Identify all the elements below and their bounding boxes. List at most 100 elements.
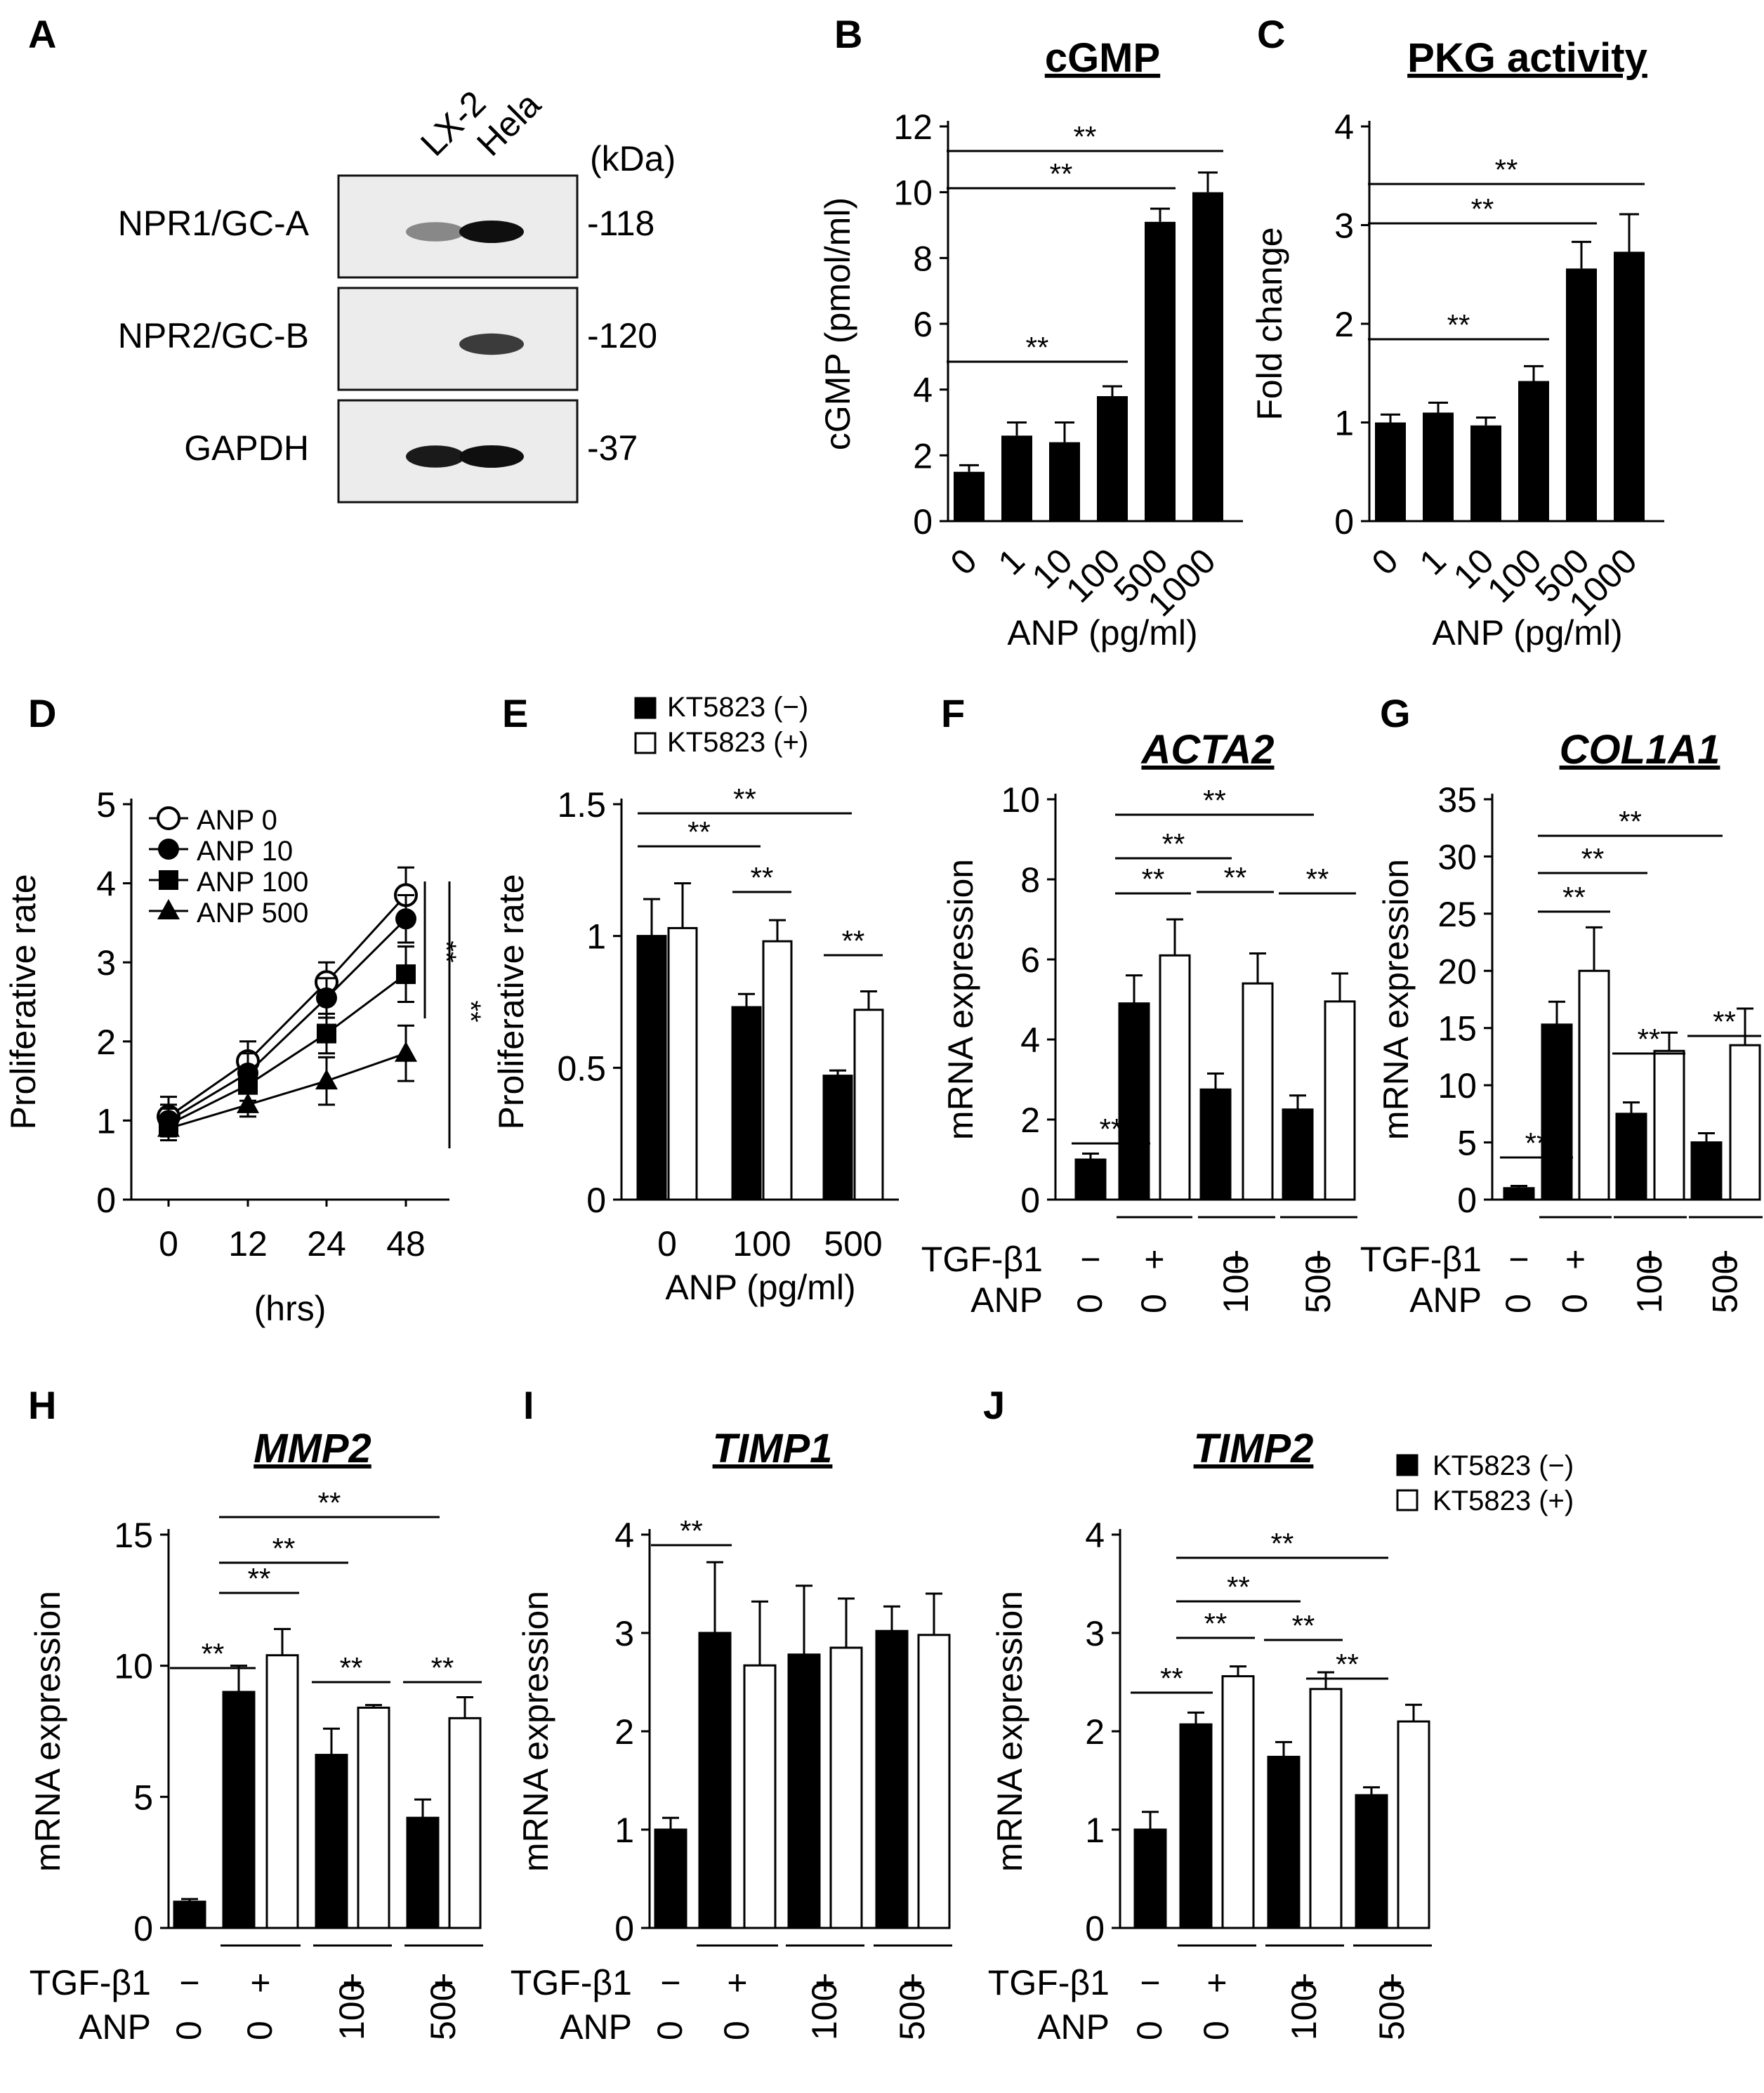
blot-row-label: NPR1/GC-A <box>118 204 310 243</box>
panel-b-y-tick-label: 10 <box>893 173 933 213</box>
panel-b-sig-label: ** <box>1026 331 1049 364</box>
panel-f-anp-value: 0 <box>1070 1294 1110 1313</box>
panel-g-anp-value: 0 <box>1555 1294 1595 1313</box>
panel-e-legend-label: KT5823 (−) <box>667 692 808 723</box>
panel-g-tgf-sign: + <box>1565 1240 1586 1279</box>
panel-e-y-tick-label: 0 <box>586 1181 606 1220</box>
panel-e-y-label: Proliferative rate <box>492 874 531 1129</box>
panel-d-x-tick-label: 0 <box>159 1224 178 1264</box>
panel-b-bar <box>1192 192 1223 521</box>
lane-label: Hela <box>469 84 548 163</box>
panel-f-row-label-tgf: TGF-β1 <box>921 1240 1043 1279</box>
panel-g-y-tick-label: 10 <box>1437 1066 1477 1105</box>
panel-h-y-label: mRNA expression <box>28 1591 67 1872</box>
panel-e-x-tick-label: 500 <box>824 1224 882 1264</box>
panel-e-bar <box>853 1009 884 1201</box>
panel-e-bar <box>762 940 793 1201</box>
panel-h-sig-label: ** <box>248 1562 271 1595</box>
panel-g-bar <box>1729 1044 1761 1201</box>
panel-g-tgf-sign: + <box>1640 1240 1660 1279</box>
panel-h-bar <box>406 1816 440 1929</box>
panel-f-tgf-sign: + <box>1308 1240 1329 1279</box>
panel-d-series-line <box>168 894 407 1118</box>
panel-c-y-tick-label: 2 <box>1334 305 1354 344</box>
blot-marker: -37 <box>587 428 638 468</box>
panel-j-bar <box>1133 1828 1167 1929</box>
panel-f-tgf-sign: + <box>1226 1240 1246 1279</box>
panel-j-bar <box>1179 1723 1213 1929</box>
panel-c-bar <box>1614 251 1645 521</box>
panel-g-row-label-anp: ANP <box>1409 1280 1482 1320</box>
panel-b-x-tick-label: 1 <box>991 541 1032 582</box>
panel-f-y-label: mRNA expression <box>941 859 980 1140</box>
panel-d-legend-marker <box>158 839 179 860</box>
panel-h-y-tick-label: 15 <box>114 1516 153 1555</box>
panel-g-y-label: mRNA expression <box>1376 859 1416 1140</box>
panel-f-tgf-sign: + <box>1144 1240 1164 1279</box>
panel-c-x-tick-label: 1 <box>1412 541 1454 582</box>
panel-e-y-tick-label: 1 <box>586 917 606 957</box>
panel-j-title: TIMP2 <box>1194 1426 1314 1471</box>
panel-d-point <box>316 987 337 1009</box>
panel-i-tgf-sign: + <box>815 1963 835 2002</box>
panel-b-y-tick-label: 0 <box>913 502 933 542</box>
panel-d-point <box>238 1075 258 1095</box>
panel-e-legend-swatch <box>634 697 657 719</box>
panel-f-bar <box>1199 1088 1232 1201</box>
panel-d-sig-label: ** <box>430 940 461 962</box>
panel-h-sig-label: ** <box>272 1532 296 1565</box>
panel-g-y-tick-label: 20 <box>1437 952 1477 991</box>
panel-label-a: A <box>28 12 56 56</box>
panel-d-y-tick-label: 0 <box>96 1181 116 1220</box>
panel-f-bar <box>1074 1158 1107 1201</box>
panel-j-sig-label: ** <box>1160 1662 1183 1695</box>
panel-e-sig-label: ** <box>687 815 711 848</box>
panel-d-x-label: (hrs) <box>254 1289 327 1328</box>
panel-h-anp-value: 0 <box>240 2021 279 2040</box>
panel-f-bar <box>1242 982 1274 1201</box>
panel-d-y-tick-label: 5 <box>96 785 116 825</box>
panel-c-bar <box>1423 412 1454 521</box>
panel-c-y-tick-label: 3 <box>1334 206 1354 246</box>
panel-d-legend-marker <box>159 870 178 890</box>
panel-g-y-tick-label: 0 <box>1457 1181 1477 1220</box>
panel-i-anp-value: 0 <box>717 2021 756 2040</box>
panel-c-bar <box>1518 381 1549 521</box>
panel-c-y-tick-label: 0 <box>1334 502 1354 542</box>
panel-e-sig-label: ** <box>842 924 865 957</box>
panel-h-bar <box>222 1691 256 1929</box>
panel-j-y-tick-label: 4 <box>1085 1516 1105 1555</box>
panel-h-y-tick-label: 5 <box>133 1778 153 1817</box>
blot-marker: -120 <box>587 316 657 355</box>
panel-g-title: COL1A1 <box>1560 727 1720 773</box>
panel-j-bar <box>1355 1794 1388 1929</box>
panel-e-letter: E <box>502 691 528 735</box>
panel-j-y-tick-label: 0 <box>1085 1909 1105 1948</box>
panel-c-y-tick-label: 4 <box>1334 107 1354 147</box>
panel-h-y-tick-label: 10 <box>114 1647 153 1686</box>
panel-f-letter: F <box>941 691 965 735</box>
blot-marker: -118 <box>587 204 654 243</box>
panel-e-legend-label: KT5823 (+) <box>667 727 808 758</box>
blot-band <box>406 445 465 468</box>
panel-j-y-tick-label: 1 <box>1085 1811 1105 1850</box>
panel-g-anp-value: 500 <box>1706 1255 1745 1313</box>
panel-g-bar <box>1541 1023 1573 1201</box>
panel-e-sig-label: ** <box>733 782 756 815</box>
panel-d-y-tick-label: 2 <box>96 1023 116 1062</box>
panel-j-sig-label: ** <box>1227 1570 1250 1603</box>
blot-strip <box>337 287 579 391</box>
panel-h-bar <box>448 1717 482 1929</box>
panel-j-row-label-tgf: TGF-β1 <box>988 1963 1110 2002</box>
panel-d-sig-label: ** <box>455 1000 486 1022</box>
panel-h-bar <box>173 1901 206 1929</box>
panel-d-y-label: Proliferative rate <box>4 874 43 1129</box>
panel-f-bar <box>1118 1002 1150 1201</box>
blot-row-label: GAPDH <box>184 428 309 468</box>
panel-h-sig-label: ** <box>431 1651 454 1684</box>
panel-b-letter: B <box>834 12 862 56</box>
kda-label: (kDa) <box>590 139 676 178</box>
panel-g-anp-value: 0 <box>1499 1294 1538 1313</box>
panel-h-tgf-sign: + <box>250 1963 270 2002</box>
panel-e-y-tick-label: 1.5 <box>557 785 606 825</box>
